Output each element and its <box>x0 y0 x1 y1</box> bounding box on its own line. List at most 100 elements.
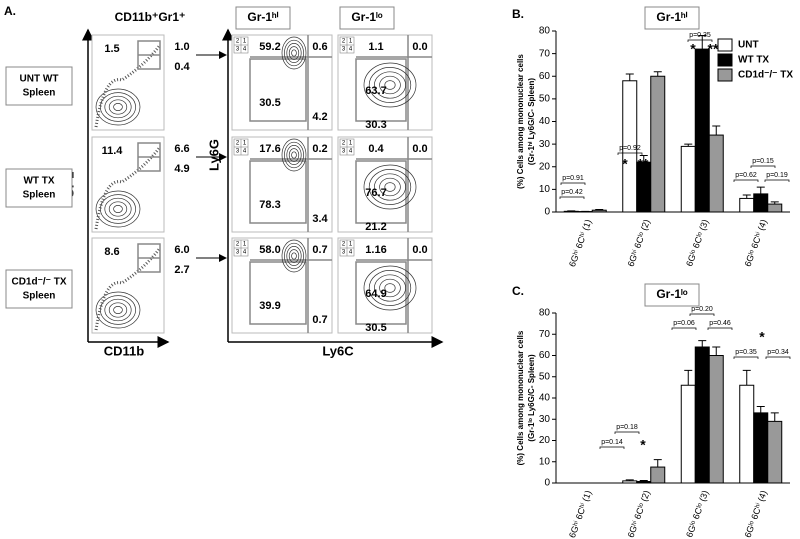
legend-label: WT TX <box>738 55 769 66</box>
bar <box>650 75 666 213</box>
gate-value: 1.1 <box>368 41 383 53</box>
gate-header: Gr-1ʰⁱ <box>247 10 278 24</box>
flow-plot <box>91 237 165 334</box>
gate-value: 30.3 <box>365 119 386 131</box>
bracket <box>733 356 759 359</box>
bar <box>694 48 710 213</box>
contour <box>95 88 141 126</box>
annotation: p=0.35 <box>735 349 757 356</box>
bracket <box>560 182 586 185</box>
bar <box>563 210 579 213</box>
annotation: p=0.92 <box>619 145 641 152</box>
bar <box>739 197 755 213</box>
contour <box>100 92 136 122</box>
y-tick-label: 40 <box>539 393 551 404</box>
title-box <box>644 6 700 30</box>
panel-label: B. <box>512 7 524 21</box>
legend-swatch <box>717 68 733 82</box>
bracket <box>764 179 790 182</box>
row-label: CD1d⁻/⁻ TX <box>11 277 66 288</box>
y-tick-label: 40 <box>539 116 551 127</box>
error-bar <box>698 35 707 50</box>
row-label-box <box>5 168 73 208</box>
quadrant-label: 2 <box>236 141 240 147</box>
bar <box>650 466 666 484</box>
annotation: p=0.14 <box>601 439 623 446</box>
contour <box>368 67 412 103</box>
contour <box>100 295 136 325</box>
bar <box>708 134 724 213</box>
contour <box>104 197 132 221</box>
bar <box>622 480 638 484</box>
contour <box>281 239 307 273</box>
contour <box>108 99 128 115</box>
y-tick-label: 80 <box>539 308 551 319</box>
contour <box>291 252 297 260</box>
error-bar <box>712 125 721 136</box>
chart-title: Gr-1ʰⁱ <box>656 10 687 24</box>
annotation: p=0.15 <box>752 158 774 165</box>
legend-swatch <box>717 38 733 52</box>
gate-value: 64.9 <box>365 288 386 300</box>
gate-value: 8.6 <box>104 246 119 258</box>
y-tick-label: 50 <box>539 371 551 382</box>
legend-swatch <box>717 53 733 67</box>
error-bar <box>639 154 648 163</box>
contour <box>286 246 302 266</box>
annotation: p=0.20 <box>691 306 713 313</box>
axis-label: Ly6C <box>322 343 354 358</box>
x-tick-label: 6Gˡᵒ 6Cˡᵒ (3) <box>684 218 710 268</box>
error-bar <box>770 412 779 422</box>
contour <box>363 164 417 210</box>
y-axis-label: (%) Cells among mononuclear cells <box>516 330 525 465</box>
contour <box>384 182 396 192</box>
x-tick-label: 6Gˡᵒ 6Cʰⁱ (4) <box>743 218 769 268</box>
bar <box>680 384 696 484</box>
y-tick-label: 0 <box>544 207 550 218</box>
quadrant-label: 4 <box>243 149 247 155</box>
contour <box>291 151 297 159</box>
y-tick-label: 60 <box>539 71 551 82</box>
gate-value: 4.2 <box>312 111 327 123</box>
error-bar <box>684 369 693 386</box>
quadrant-label: 1 <box>243 39 247 45</box>
panel-title: CD11b⁺Gr1⁺ <box>115 10 186 24</box>
gate-value: 1.16 <box>365 244 386 256</box>
gate-value: 1.0 <box>174 41 189 53</box>
axis-label: Ly6G <box>206 139 221 171</box>
gate-value: 63.7 <box>365 85 386 97</box>
gate-header: Gr-1ˡᵒ <box>351 10 382 24</box>
bar <box>767 420 783 484</box>
quadrant-label: 3 <box>342 250 346 256</box>
y-tick-label: 60 <box>539 350 551 361</box>
legend-label: UNT <box>738 40 759 51</box>
contour <box>281 36 307 70</box>
quadrant-label: 3 <box>236 149 240 155</box>
contour <box>113 103 123 111</box>
bracket <box>671 327 697 330</box>
gate <box>249 261 307 325</box>
contour <box>108 302 128 318</box>
gate-value: 17.6 <box>259 143 280 155</box>
gate <box>355 261 407 325</box>
contour <box>374 173 406 201</box>
error-bar <box>639 479 648 482</box>
gate <box>355 58 407 122</box>
y-tick-label: 50 <box>539 94 551 105</box>
y-tick-label: 10 <box>539 456 551 467</box>
gate-value: 30.5 <box>365 322 386 334</box>
y-axis-label: (Gr-1ʰⁱ Ly6G/C- Spleen) <box>526 78 536 166</box>
header-box <box>235 6 291 30</box>
bracket <box>733 179 759 182</box>
x-tick-label: 6Gʰⁱ 6Cˡᵒ (2) <box>626 489 652 539</box>
scatter-cloud <box>94 44 162 128</box>
bar <box>739 384 755 484</box>
x-tick-label: 6Gʰⁱ 6Cʰⁱ (1) <box>567 218 593 268</box>
gate-value: 59.2 <box>259 41 280 53</box>
error-bar <box>742 369 751 386</box>
annotation: p=0.46 <box>709 320 731 327</box>
y-tick-label: 70 <box>539 329 551 340</box>
bar <box>694 346 710 484</box>
annotation: p=0.62 <box>735 172 757 179</box>
contour <box>379 177 401 197</box>
